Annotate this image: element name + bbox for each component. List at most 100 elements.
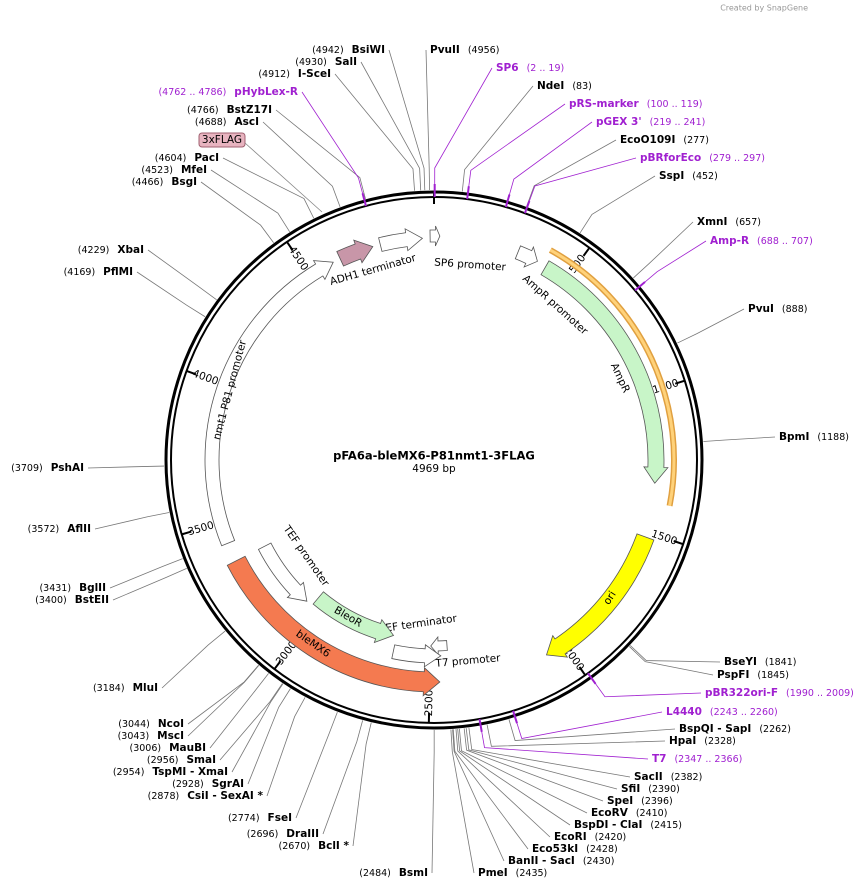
label-part: (4229) bbox=[78, 245, 110, 256]
label-part: (2396) bbox=[641, 796, 673, 807]
label-part: (2428) bbox=[586, 844, 618, 855]
label-part: FseI bbox=[268, 812, 292, 824]
site-label: (4466) BsgI bbox=[132, 176, 197, 188]
label-part: (2670) bbox=[279, 841, 311, 852]
leader-line bbox=[209, 673, 269, 749]
leader-line bbox=[463, 728, 604, 802]
label-part: PacI bbox=[194, 152, 219, 164]
site-label: (4762 .. 4786) pHybLex-R bbox=[158, 86, 298, 98]
label-part: (2415) bbox=[650, 820, 682, 831]
label-part: BsmI bbox=[399, 867, 428, 879]
site-label: pBRforEco (279 .. 297) bbox=[640, 152, 765, 164]
ring-tick bbox=[578, 666, 587, 676]
label-part: MluI bbox=[133, 682, 158, 694]
leader-line bbox=[480, 725, 649, 760]
feature-arrow bbox=[429, 225, 441, 247]
site-label: HpaI (2328) bbox=[669, 735, 736, 747]
label-part: BsgI bbox=[171, 176, 197, 188]
label-part: (1841) bbox=[765, 657, 797, 668]
site-label: BspDI - ClaI (2415) bbox=[574, 819, 682, 831]
label-part: PspFI bbox=[717, 669, 749, 681]
leader-line bbox=[161, 630, 226, 689]
site-label: BspQI - SapI (2262) bbox=[679, 723, 791, 735]
feature-arrow bbox=[226, 555, 441, 697]
label-part: (4912) bbox=[258, 69, 290, 80]
site-label: SpeI (2396) bbox=[607, 795, 673, 807]
label-part: SalI bbox=[335, 56, 357, 68]
label-part: SmaI bbox=[187, 754, 217, 766]
label-part: PvuII bbox=[430, 44, 460, 56]
label-part: BspQI - SapI bbox=[679, 723, 751, 735]
leader-line bbox=[301, 91, 365, 200]
label-part: (277) bbox=[683, 135, 709, 146]
leader-line bbox=[219, 683, 283, 761]
site-label: PspFI (1845) bbox=[717, 669, 789, 681]
ring-tick bbox=[582, 247, 591, 257]
leader-line bbox=[468, 727, 631, 778]
site-label: PmeI (2435) bbox=[478, 867, 547, 879]
label-part: SacII bbox=[634, 771, 663, 783]
label-part: (2484) bbox=[359, 868, 391, 879]
leader-line bbox=[187, 664, 259, 725]
label-part: BspDI - ClaI bbox=[574, 819, 642, 831]
label-part: MfeI bbox=[181, 164, 207, 176]
leader-line bbox=[467, 103, 566, 193]
site-label: (4169) PflMI bbox=[64, 266, 133, 278]
label-part: MauBI bbox=[169, 742, 206, 754]
label-part: (2430) bbox=[583, 856, 615, 867]
tag-label: 3xFLAG bbox=[202, 134, 242, 146]
tag-leader bbox=[244, 142, 323, 213]
label-part: (2878) bbox=[148, 791, 180, 802]
site-label: (4688) AscI bbox=[195, 116, 259, 128]
ring-tick bbox=[181, 530, 192, 536]
feature-arrow bbox=[540, 260, 669, 484]
label-part: BclI * bbox=[318, 840, 349, 852]
leader-line bbox=[187, 665, 260, 737]
ring-tick-label: 2500 bbox=[423, 689, 436, 716]
leader-line bbox=[388, 49, 426, 191]
tag-box bbox=[198, 132, 246, 148]
label-part: (4466) bbox=[132, 177, 164, 188]
leader-line bbox=[109, 558, 183, 589]
label-part: (2435) bbox=[516, 868, 548, 879]
leader-line bbox=[458, 728, 588, 814]
label-part: (2420) bbox=[595, 832, 627, 843]
site-label: (4766) BstZ17I bbox=[187, 104, 272, 116]
site-label: (4912) I-SceI bbox=[258, 68, 331, 80]
label-part: (4523) bbox=[141, 165, 173, 176]
label-part: (3043) bbox=[118, 731, 150, 742]
site-label: (2484) BsmI bbox=[359, 867, 428, 879]
label-part: (2 .. 19) bbox=[527, 63, 565, 74]
site-label: (3044) NcoI bbox=[118, 718, 184, 730]
label-part: (888) bbox=[782, 304, 808, 315]
leader-line bbox=[465, 728, 618, 790]
label-part: (2243 .. 2260) bbox=[710, 707, 778, 718]
leader-line bbox=[629, 645, 721, 663]
label-part: EcoO109I bbox=[620, 134, 675, 146]
leader-line bbox=[461, 85, 534, 192]
label-part: PflMI bbox=[103, 266, 133, 278]
label-part: NcoI bbox=[158, 718, 184, 730]
label-part: pBRforEco bbox=[640, 152, 701, 164]
site-label: pRS-marker (100 .. 119) bbox=[569, 98, 703, 110]
label-part: EcoRV bbox=[591, 807, 629, 819]
leader-line bbox=[452, 729, 529, 850]
ring-tick-label: 4500 bbox=[286, 244, 311, 273]
ring-tick bbox=[673, 540, 684, 546]
label-part: (1188) bbox=[817, 432, 849, 443]
site-label: (3709) PshAI bbox=[11, 462, 84, 474]
site-label: NdeI (83) bbox=[537, 80, 592, 92]
label-part: (4956) bbox=[468, 45, 500, 56]
plasmid-length: 4969 bp bbox=[412, 463, 456, 475]
label-part: (2347 .. 2366) bbox=[674, 754, 742, 765]
label-part: pHybLex-R bbox=[234, 86, 298, 98]
site-label: (4229) XbaI bbox=[78, 244, 144, 256]
label-part: XmnI bbox=[697, 216, 727, 228]
amp-r-band-core bbox=[549, 248, 676, 507]
label-part: (688 .. 707) bbox=[757, 236, 813, 247]
label-part: (4930) bbox=[295, 57, 327, 68]
label-part: (2696) bbox=[247, 829, 279, 840]
label-part: L4440 bbox=[666, 706, 702, 718]
label-part: BglII bbox=[79, 582, 106, 594]
